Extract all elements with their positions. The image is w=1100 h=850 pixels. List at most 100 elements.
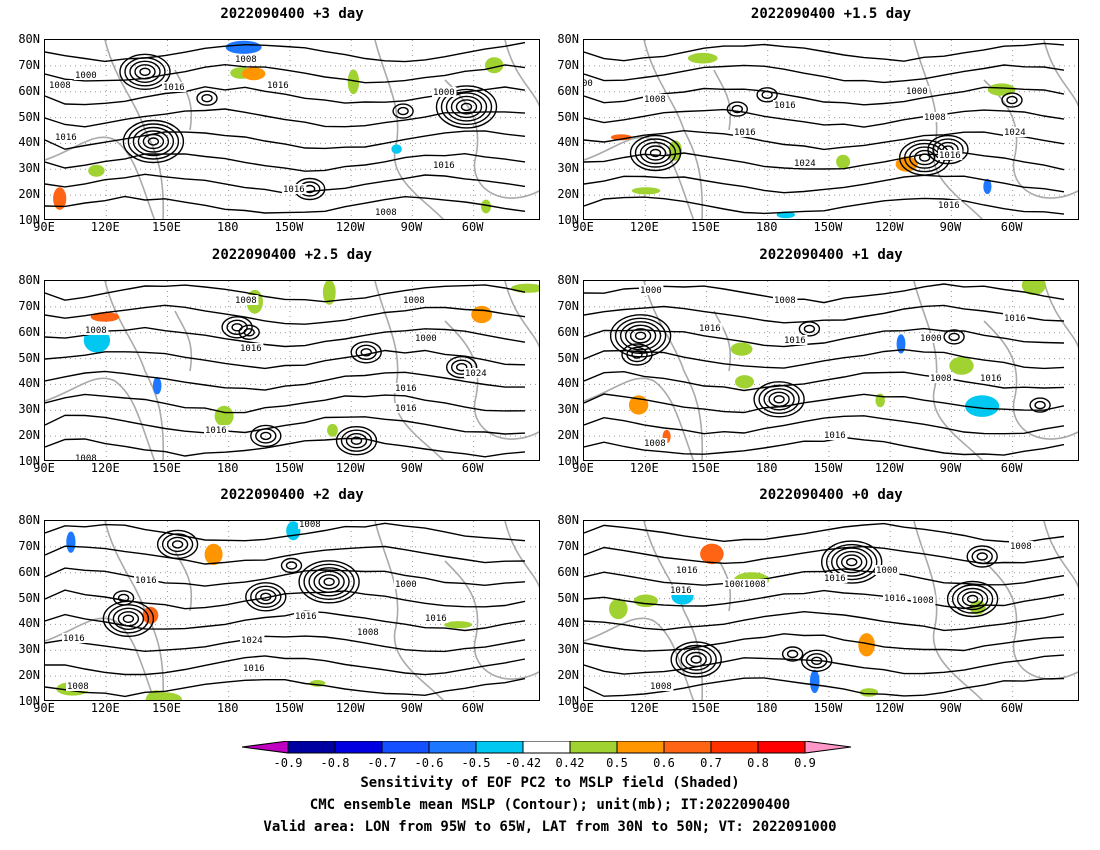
sensitivity-shading [730, 342, 753, 356]
isobar [584, 196, 1065, 215]
lon-tick-label: 180 [755, 461, 778, 475]
sensitivity-shading [145, 690, 167, 700]
contour-label: 1016 [205, 426, 227, 436]
coastline [444, 560, 539, 680]
contour-label: 1008 [67, 682, 89, 692]
lon-tick-label: 120W [335, 461, 365, 475]
contour-label: 1016 [163, 83, 185, 93]
closed-isobar [161, 533, 194, 556]
isobar [45, 195, 526, 214]
closed-isobar [1001, 92, 1023, 108]
colorbar-tick-label: 0.42 [555, 756, 585, 770]
lat-tick-label: 80N [18, 513, 40, 527]
closed-isobar [456, 362, 468, 372]
sensitivity-shading [327, 423, 338, 437]
contour-label: 1016 [55, 133, 77, 143]
closed-isobar [355, 344, 377, 361]
lon-tick-label: 150W [274, 220, 304, 234]
lon-tick-label: 90E [33, 461, 55, 475]
lon-tick-label: 120E [90, 461, 120, 475]
closed-isobar [435, 85, 498, 129]
lat-tick-label: 40N [557, 135, 579, 150]
contour-label: 1008 [924, 113, 946, 123]
coastline [45, 617, 156, 700]
colorbar-tick-label: -0.7 [367, 756, 397, 770]
lat-tick-label: 80N [18, 273, 40, 287]
closed-isobar [260, 431, 272, 441]
coastline [174, 69, 193, 131]
closed-isobar [345, 432, 368, 449]
lon-tick-label: 150E [691, 220, 720, 234]
colorbar-tick-label: 0.7 [700, 756, 722, 770]
closed-isobar [340, 429, 373, 452]
closed-isobar [119, 53, 171, 90]
closed-isobar [836, 550, 868, 574]
isobar [584, 677, 1065, 697]
closed-isobar [943, 329, 965, 345]
lon-tick-label: 120W [874, 461, 904, 475]
lon-tick-label: 90W [400, 461, 423, 475]
lat-tick-label: 50N [557, 590, 579, 605]
closed-isobar [951, 584, 994, 614]
contour-label: 1000 [75, 71, 97, 81]
colorbar-tick-label: -0.42 [504, 756, 542, 770]
map-panel: 1016 1008 1016 1000 1016 1008 1008 1008 1016 1008 [583, 520, 1079, 701]
sensitivity-shading [700, 543, 724, 565]
closed-isobar [805, 653, 828, 669]
closed-isobar [132, 126, 175, 157]
closed-isobar [670, 641, 722, 678]
coastline [643, 281, 704, 460]
closed-isobar [800, 649, 833, 673]
isobar [45, 655, 526, 676]
lat-tick-label: 10N [557, 213, 579, 227]
closed-isobar [255, 589, 277, 605]
sensitivity-shading [987, 83, 1016, 96]
closed-isobar [196, 90, 218, 106]
closed-isobar [323, 577, 335, 586]
contour-label: 1008 [49, 81, 71, 91]
panel-title: 2022090400 +0 day [759, 487, 903, 503]
coastline [584, 136, 695, 219]
isobar [45, 152, 526, 172]
coastline [713, 310, 732, 372]
lat-tick-label: 20N [18, 428, 40, 443]
lon-tick-label: 90W [939, 461, 962, 475]
coastline [174, 550, 193, 612]
closed-isobar [619, 321, 662, 351]
isobar [45, 284, 526, 303]
lat-tick-label: 20N [18, 668, 40, 683]
closed-isobar [731, 104, 744, 114]
isobar [45, 567, 526, 587]
closed-isobar [392, 103, 414, 119]
contour-label: 1016 [734, 128, 756, 138]
isobar [45, 304, 526, 325]
closed-isobar [243, 328, 255, 337]
sensitivity-shading [1021, 281, 1046, 296]
lon-tick-label: 150E [152, 701, 181, 715]
lon-tick-label: 150W [813, 220, 843, 234]
lat-tick-label: 40N [557, 376, 579, 391]
contour-label: 1024 [794, 159, 816, 169]
closed-isobar [810, 656, 823, 666]
isobar [45, 635, 526, 653]
isobar [584, 654, 1065, 675]
closed-isobar [798, 321, 821, 337]
closed-isobar [971, 548, 993, 565]
closed-isobar [221, 316, 253, 339]
closed-isobar [821, 540, 883, 584]
coastline [643, 40, 704, 219]
contour-label: 1008 [403, 296, 425, 306]
contour-label: 1016 [824, 574, 846, 584]
caption-line-2: CMC ensemble mean MSLP (Contour); unit(m… [309, 797, 791, 813]
isobar [584, 174, 1065, 194]
lat-tick-label: 50N [18, 590, 40, 605]
coastline [374, 40, 445, 219]
lon-tick-label: 90W [939, 220, 962, 234]
contour-label: 1024 [241, 636, 263, 646]
map-panel: 1008 1008 1016 1008 1000 1016 1016 1024 1016 1008 [44, 280, 540, 461]
closed-isobar [621, 343, 653, 366]
lon-tick-label: 60W [1000, 701, 1023, 715]
contour-label: 1000 [640, 286, 662, 296]
closed-isobar [102, 600, 155, 638]
closed-isobar [976, 552, 988, 561]
